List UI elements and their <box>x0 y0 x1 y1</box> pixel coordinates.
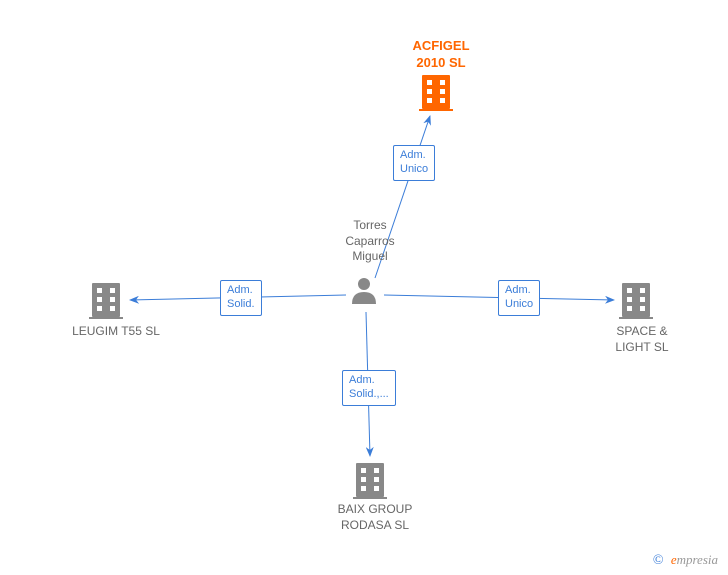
person-label: Torres Caparros Miguel <box>330 218 410 265</box>
edge-label-leugim: Adm. Solid. <box>220 280 262 316</box>
edge-label-acfigel: Adm. Unico <box>393 145 435 181</box>
edge-label-space: Adm. Unico <box>498 280 540 316</box>
edge-label-baix: Adm. Solid.,... <box>342 370 396 406</box>
copyright-icon: © <box>653 553 664 568</box>
watermark: © empresia <box>653 552 718 569</box>
company-label-leugim: LEUGIM T55 SL <box>66 324 166 340</box>
company-label-space: SPACE & LIGHT SL <box>612 324 672 355</box>
diagram-canvas <box>0 0 728 575</box>
company-label-baix: BAIX GROUP RODASA SL <box>330 502 420 533</box>
company-label-acfigel: ACFIGEL 2010 SL <box>406 38 476 72</box>
watermark-text: mpresia <box>677 552 718 567</box>
